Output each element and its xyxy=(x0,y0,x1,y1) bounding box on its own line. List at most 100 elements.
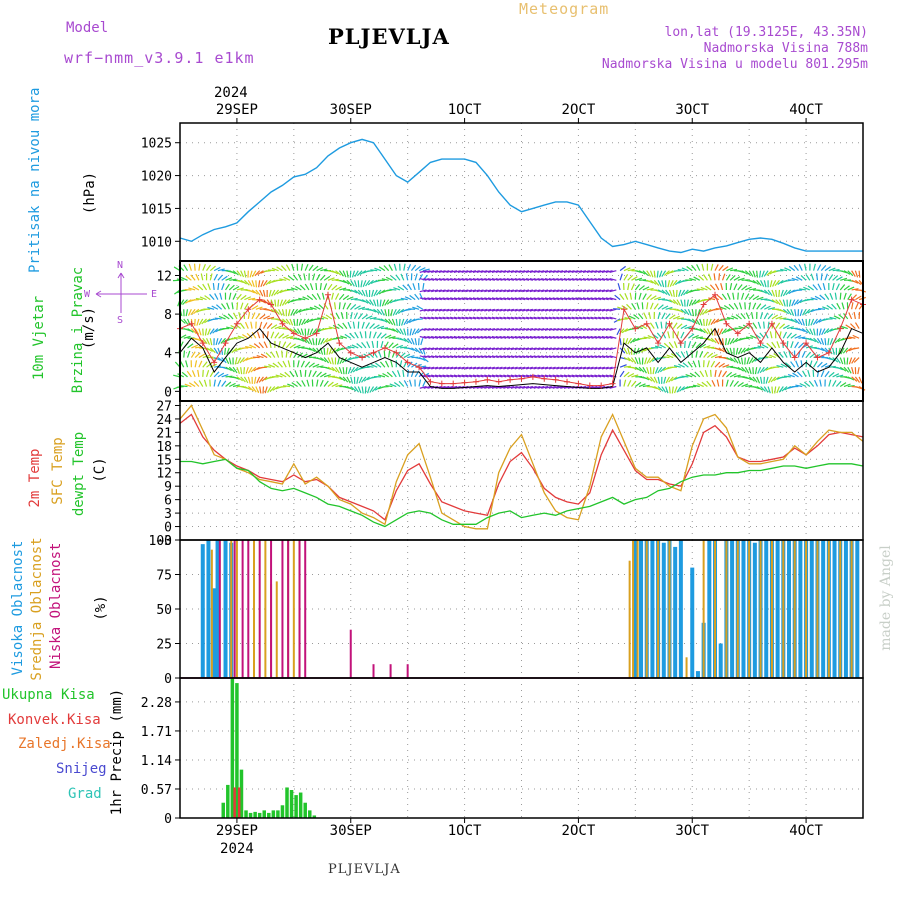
wind-arrow xyxy=(563,316,571,320)
wind-arrow xyxy=(369,386,375,393)
wind-arrow xyxy=(469,347,477,351)
wind-arrow xyxy=(346,279,353,286)
wind-arrow xyxy=(834,337,841,344)
wind-arrow xyxy=(480,374,488,378)
model-label: Model xyxy=(66,20,109,36)
wind-arrow xyxy=(646,302,649,310)
wind-arrow xyxy=(384,318,391,325)
wind-arrow xyxy=(609,385,617,389)
wind-arrow xyxy=(188,382,196,388)
wind-arrow xyxy=(779,317,787,320)
wind-gust-marker xyxy=(211,359,218,366)
wind-arrow xyxy=(431,328,439,331)
wind-arrow xyxy=(331,366,338,373)
wind-arrow xyxy=(816,369,820,377)
wind-arrow xyxy=(668,386,671,394)
wind-arrow xyxy=(665,299,673,303)
y-tick-label: 4 xyxy=(164,347,172,362)
wind-arrow xyxy=(393,382,401,388)
wind-arrow xyxy=(709,369,712,377)
wind-arrow xyxy=(514,328,522,331)
wind-arrow xyxy=(414,265,421,272)
wind-arrow xyxy=(293,318,296,326)
wind-arrow xyxy=(236,287,244,291)
wind-arrow xyxy=(659,366,667,373)
wind-arrow xyxy=(594,297,602,301)
wind-arrow xyxy=(650,295,657,301)
wind-arrow xyxy=(226,326,234,330)
wind-arrow xyxy=(537,374,545,378)
compass-w: W xyxy=(84,289,91,300)
wind-arrow xyxy=(191,344,199,349)
wind-arrow xyxy=(335,376,343,381)
wind-arrow xyxy=(759,366,765,374)
wind-arrow xyxy=(541,289,549,293)
wind-arrow xyxy=(533,308,541,312)
wind-arrow xyxy=(582,308,590,312)
wind-arrow xyxy=(207,306,215,310)
wind-arrow xyxy=(706,360,710,368)
wind-arrow xyxy=(732,337,739,344)
wind-arrow xyxy=(552,316,560,320)
cloud-bar xyxy=(752,542,757,678)
wind-arrow xyxy=(667,280,671,288)
wind-arrow xyxy=(816,337,822,345)
wind-arrow xyxy=(499,277,507,281)
wind-arrow xyxy=(726,292,731,300)
wind-arrow xyxy=(533,297,541,301)
wind-arrow xyxy=(689,277,697,281)
wind-arrow xyxy=(378,266,386,272)
wind-arrow xyxy=(491,270,499,273)
wind-gust-marker xyxy=(757,340,764,347)
wind-arrow xyxy=(750,334,757,339)
cloud-bar xyxy=(235,540,238,678)
wind-arrow xyxy=(760,386,766,392)
wind-arrow xyxy=(270,331,275,339)
wind-arrow xyxy=(828,365,836,368)
wind-arrow xyxy=(514,366,522,370)
wind-arrow xyxy=(788,299,792,307)
wind-arrow xyxy=(461,297,469,301)
wind-arrow xyxy=(816,264,822,271)
wind-arrow xyxy=(263,315,270,320)
wind-arrow xyxy=(369,323,375,330)
wind-arrow xyxy=(304,283,310,291)
wind-arrow xyxy=(465,308,473,312)
cloud-bar xyxy=(690,567,695,678)
wind-arrow xyxy=(469,297,477,301)
wind-arrow xyxy=(623,357,631,362)
wind-arrow xyxy=(336,336,344,339)
wind-arrow xyxy=(418,357,426,362)
wind-arrow xyxy=(384,341,389,349)
wind-arrow xyxy=(420,338,424,346)
wind-arrow xyxy=(605,277,613,281)
wind-arrow xyxy=(727,338,731,346)
wind-arrow xyxy=(681,385,689,391)
wind-arrow xyxy=(744,270,751,276)
wind-arrow xyxy=(556,355,564,359)
wind-arrow xyxy=(795,360,800,368)
wind-arrow xyxy=(423,289,431,293)
wind-arrow xyxy=(242,357,249,363)
wind-arrow xyxy=(848,336,856,339)
wind-arrow xyxy=(457,366,465,370)
wind-arrow xyxy=(350,289,358,294)
wind-arrow xyxy=(824,266,832,272)
wind-arrow xyxy=(771,341,777,349)
wind-arrow xyxy=(688,333,695,339)
wind-arrow xyxy=(442,355,450,359)
wind-arrow xyxy=(582,335,590,339)
wind-arrow xyxy=(721,328,727,335)
wind-arrow xyxy=(217,268,225,272)
wind-arrow xyxy=(810,273,815,281)
wind-arrow xyxy=(605,335,613,339)
cloud-bar xyxy=(275,581,278,678)
wind-arrow xyxy=(703,328,709,335)
wind-arrow xyxy=(228,292,232,300)
wind-arrow xyxy=(617,283,621,291)
wind-arrow xyxy=(529,297,537,301)
wind-arrow xyxy=(621,305,629,310)
wind-arrow xyxy=(629,337,636,344)
cloud-bar xyxy=(639,540,644,678)
wind-arrow xyxy=(707,337,714,343)
